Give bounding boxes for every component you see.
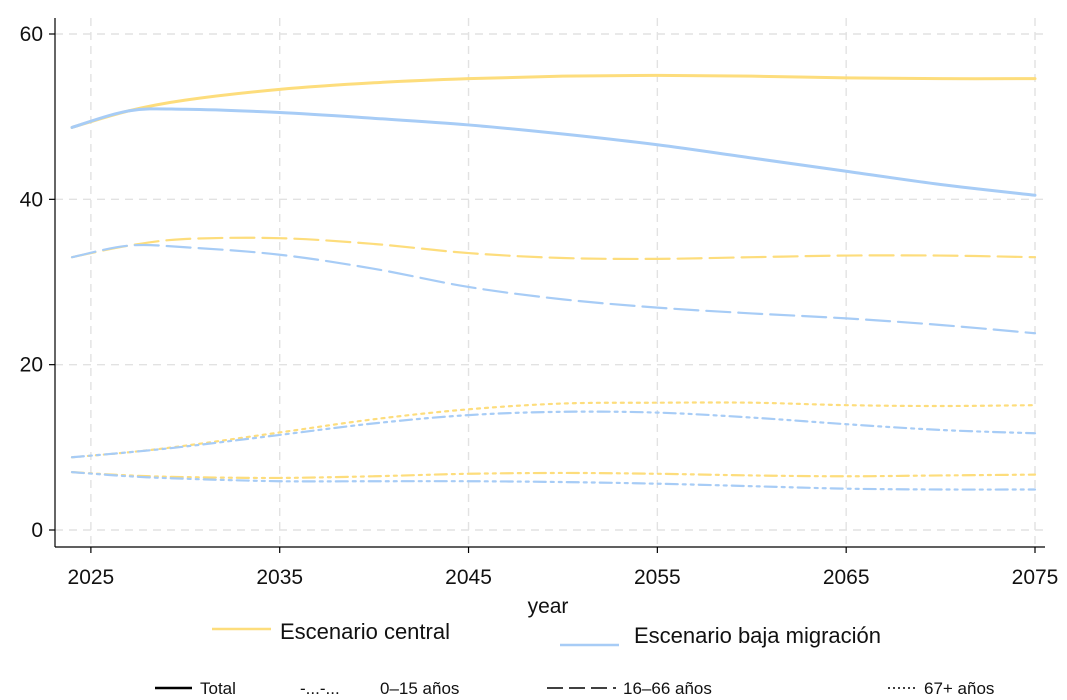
series-line-0 <box>70 73 1037 129</box>
x-tick-label: 2025 <box>68 566 115 589</box>
data-lines <box>70 73 1037 491</box>
legend-label-central: Escenario central <box>280 619 450 644</box>
y-tick-label: 60 <box>20 23 43 46</box>
x-tick-label: 2045 <box>445 566 492 589</box>
legend-label-0-15: 0–15 años <box>380 679 459 698</box>
series-line-1 <box>70 107 1037 197</box>
x-axis-title: year <box>528 595 569 618</box>
y-tick-label: 0 <box>31 519 43 542</box>
series-line-6 <box>70 471 1037 480</box>
series-line-4 <box>70 401 1037 459</box>
gridlines <box>55 18 1045 547</box>
series-line-5 <box>70 410 1037 459</box>
legend-label-baja: Escenario baja migración <box>634 623 881 648</box>
legend-label-16-66: 16–66 años <box>623 679 712 698</box>
legend-marker-0-15: -...-... <box>300 679 340 698</box>
series-line-7 <box>70 471 1037 491</box>
axes <box>49 18 1045 553</box>
x-tick-label: 2035 <box>256 566 303 589</box>
tick-labels: 0 20 40 60 2025 2035 2045 2055 2065 2075 <box>20 23 1059 589</box>
series-line-3 <box>70 243 1037 335</box>
x-tick-label: 2065 <box>823 566 870 589</box>
y-tick-label: 40 <box>20 188 43 211</box>
legend-label-67: 67+ años <box>924 679 994 698</box>
legend-label-total: Total <box>200 679 236 698</box>
age-group-legend: Total -...-... 0–15 años 16–66 años 67+ … <box>155 679 994 698</box>
series-line-2 <box>70 236 1037 261</box>
scenario-legend: Escenario central Escenario baja migraci… <box>212 619 881 648</box>
x-tick-label: 2055 <box>634 566 681 589</box>
x-tick-label: 2075 <box>1012 566 1059 589</box>
y-tick-label: 20 <box>20 354 43 377</box>
